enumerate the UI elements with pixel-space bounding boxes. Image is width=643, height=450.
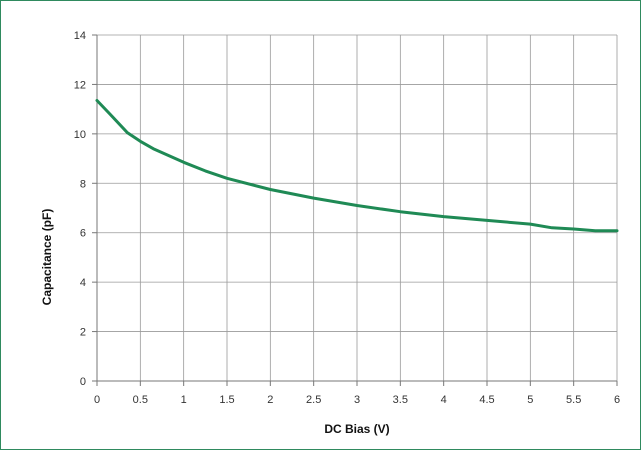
axes — [92, 34, 618, 386]
x-tick-label: 3.5 — [393, 394, 408, 406]
y-tick-label: 8 — [80, 178, 86, 190]
x-tick-label: 6 — [614, 394, 620, 406]
x-tick-label: 4 — [441, 394, 447, 406]
y-tick-labels: 0 2 4 6 8 10 12 14 — [74, 30, 86, 388]
y-tick-label: 12 — [74, 79, 86, 91]
y-tick-label: 10 — [74, 129, 86, 141]
x-tick-labels: 0 0.5 1 1.5 2 2.5 3 3.5 4 4.5 5 5.5 6 — [94, 394, 620, 406]
x-tick-label: 0.5 — [133, 394, 148, 406]
y-axis-title: Capacitance (pF) — [40, 209, 54, 306]
x-tick-label: 2 — [267, 394, 273, 406]
y-tick-label: 4 — [80, 277, 86, 289]
series-lines — [95, 99, 619, 233]
x-tick-label: 2.5 — [306, 394, 321, 406]
y-tick-label: 0 — [80, 376, 86, 388]
x-tick-label: 3 — [354, 394, 360, 406]
x-tick-label: 4.5 — [479, 394, 494, 406]
y-tick-label: 14 — [74, 30, 86, 42]
capacitance-curve — [95, 99, 619, 233]
x-axis-title: DC Bias (V) — [324, 422, 389, 436]
x-tick-label: 5.5 — [566, 394, 581, 406]
grid — [96, 34, 618, 382]
x-tick-label: 5 — [527, 394, 533, 406]
x-tick-label: 0 — [94, 394, 100, 406]
x-tick-label: 1 — [181, 394, 187, 406]
x-tick-label: 1.5 — [219, 394, 234, 406]
capacitance-vs-dc-bias-chart: 0 2 4 6 8 10 12 14 0 0.5 1 1.5 2 2.5 3 3.5 4 4.5 5 5.5 6 Ca… — [40, 30, 620, 436]
y-tick-label: 6 — [80, 228, 86, 240]
y-tick-label: 2 — [80, 327, 86, 339]
